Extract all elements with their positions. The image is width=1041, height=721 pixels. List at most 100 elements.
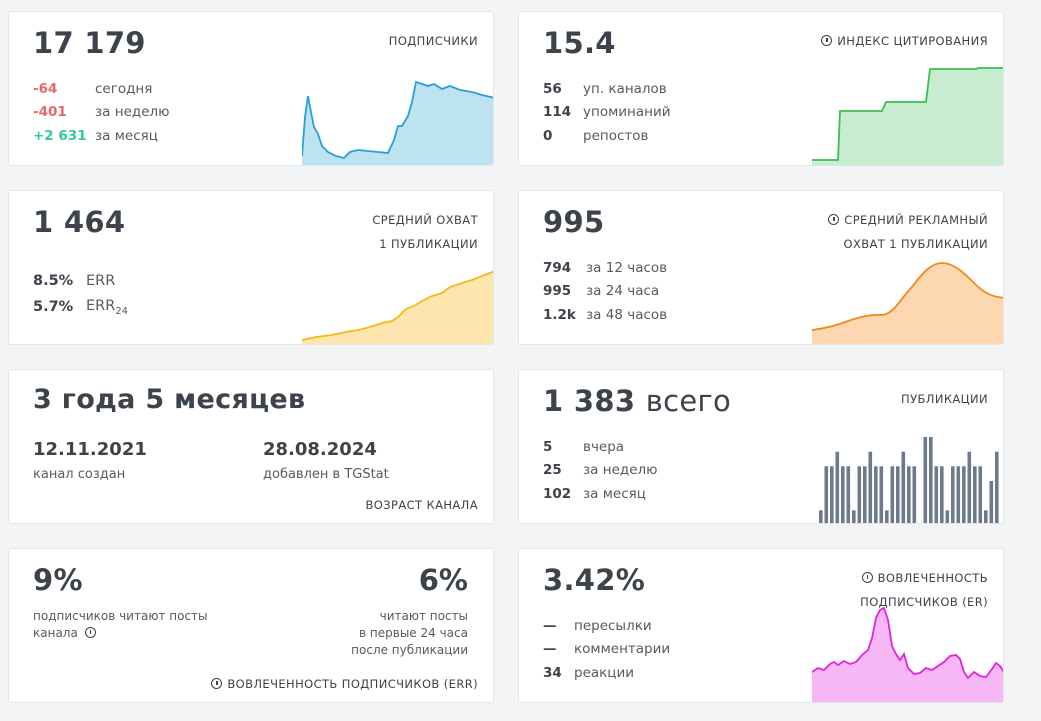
posts-bar[interactable] <box>874 466 878 524</box>
posts-total: 1 383 всего <box>543 384 731 418</box>
ad-reach-value: 995 <box>543 205 605 239</box>
err-left-text: подписчиков читают посты канала <box>33 609 208 640</box>
er-stats: — пересылки — комментарии 34 реакции <box>543 614 670 685</box>
added-date-block: 28.08.2024 добавлен в TGStat <box>263 439 389 482</box>
info-icon[interactable] <box>828 214 840 225</box>
posts-chart[interactable] <box>819 430 1003 524</box>
info-icon[interactable] <box>821 35 833 46</box>
subscribers-chart[interactable] <box>302 72 493 165</box>
stat-mentions: 114 упоминаний <box>543 101 671 125</box>
subscribers-stats: -64 сегодня -401 за неделю +2 631 за месяц <box>33 77 170 148</box>
channel-age-card[interactable]: 3 года 5 месяцев 12.11.2021 канал создан… <box>8 369 494 524</box>
posts-bar[interactable] <box>846 466 851 524</box>
ad-reach-line <box>812 262 1003 331</box>
stat-label: комментарии <box>574 641 671 658</box>
stat-value: 25 <box>543 462 562 479</box>
posts-bar[interactable] <box>907 466 911 524</box>
ad-reach-card[interactable]: 995 СРЕДНИЙ РЕКЛАМНЫЙ ОХВАТ 1 ПУБЛИКАЦИИ … <box>518 190 1004 345</box>
info-icon[interactable] <box>84 627 96 638</box>
info-icon[interactable] <box>861 572 873 583</box>
citation-title: ИНДЕКС ЦИТИРОВАНИЯ <box>821 29 988 53</box>
posts-bar[interactable] <box>885 510 889 524</box>
stat-label: репостов <box>583 127 649 144</box>
stat-comments: — комментарии <box>543 638 670 662</box>
er-card[interactable]: 3.42% ВОВЛЕЧЕННОСТЬ ПОДПИСЧИКОВ (ER) — пер… <box>518 548 1004 703</box>
stat-week: -401 за неделю <box>33 101 170 125</box>
posts-bar[interactable] <box>995 451 999 524</box>
er-chart[interactable] <box>812 604 1003 702</box>
stat-value: -64 <box>33 80 58 97</box>
posts-bar[interactable] <box>923 437 928 524</box>
stat-label: за 24 часа <box>586 283 660 300</box>
er-line <box>812 606 1003 680</box>
er-value: 3.42% <box>543 563 646 597</box>
subscribers-card[interactable]: 17 179 ПОДПИСЧИКИ -64 сегодня -401 за неде… <box>8 11 494 166</box>
stat-yesterday: 5 вчера <box>543 435 658 459</box>
posts-bar[interactable] <box>973 466 977 524</box>
posts-bar[interactable] <box>978 466 983 524</box>
posts-bar[interactable] <box>863 466 867 524</box>
citation-card[interactable]: 15.4 ИНДЕКС ЦИТИРОВАНИЯ 56 уп. каналов 11… <box>518 11 1004 166</box>
stat-reposts: 0 репостов <box>543 124 671 148</box>
stat-label: за месяц <box>583 485 646 502</box>
stat-week: 25 за неделю <box>543 459 658 483</box>
stat-today: -64 сегодня <box>33 77 170 101</box>
stat-forwards: — пересылки <box>543 614 670 638</box>
reach-value: 1 464 <box>33 205 126 239</box>
stat-value: 1.2k <box>543 306 576 323</box>
citation-chart[interactable] <box>812 62 1003 165</box>
stat-label: пересылки <box>574 617 652 634</box>
posts-bar[interactable] <box>929 437 933 524</box>
stat-value: 56 <box>543 80 562 97</box>
posts-bar[interactable] <box>835 451 840 524</box>
posts-title: ПУБЛИКАЦИИ <box>901 392 988 406</box>
added-label: добавлен в TGStat <box>263 467 389 482</box>
channel-age-title: ВОЗРАСТ КАНАЛА <box>365 498 478 512</box>
reach-title: СРЕДНИЙ ОХВАТ 1 ПУБЛИКАЦИИ <box>372 213 478 251</box>
stat-err: 8.5% ERR <box>33 268 128 294</box>
posts-bar[interactable] <box>896 466 900 524</box>
reach-card[interactable]: 1 464 СРЕДНИЙ ОХВАТ 1 ПУБЛИКАЦИИ 8.5% ERR … <box>8 190 494 345</box>
posts-bar[interactable] <box>989 481 994 524</box>
posts-bar[interactable] <box>912 466 917 524</box>
stat-label: за месяц <box>95 127 158 144</box>
stat-12h: 794 за 12 часов <box>543 256 667 280</box>
posts-bar[interactable] <box>984 510 988 524</box>
posts-bar[interactable] <box>830 466 834 524</box>
posts-bar[interactable] <box>890 466 895 524</box>
posts-bar[interactable] <box>951 466 955 524</box>
posts-bar[interactable] <box>841 466 845 524</box>
posts-bar[interactable] <box>857 466 862 524</box>
stat-label: сегодня <box>95 80 153 97</box>
posts-bar[interactable] <box>934 466 939 524</box>
added-date: 28.08.2024 <box>263 439 377 460</box>
posts-card[interactable]: 1 383 всего ПУБЛИКАЦИИ 5 вчера 25 за недел… <box>518 369 1004 524</box>
stat-value: 995 <box>543 283 572 300</box>
subscribers-area <box>302 82 493 165</box>
posts-bar[interactable] <box>868 451 873 524</box>
posts-bar[interactable] <box>962 466 966 524</box>
posts-bar[interactable] <box>819 510 823 524</box>
subscribers-title: ПОДПИСЧИКИ <box>388 34 478 48</box>
stat-value: 5 <box>543 438 553 455</box>
ad-reach-chart[interactable] <box>812 251 1003 344</box>
reach-area <box>302 271 493 344</box>
posts-bar[interactable] <box>852 510 856 524</box>
stat-value: — <box>543 641 557 658</box>
posts-bar[interactable] <box>967 451 972 524</box>
err-right-value: 6% <box>418 563 468 597</box>
stat-label: ERR <box>86 273 116 289</box>
posts-bar[interactable] <box>956 466 961 524</box>
stat-err24: 5.7% ERR24 <box>33 294 128 320</box>
info-icon[interactable] <box>211 678 223 689</box>
posts-bar[interactable] <box>901 451 906 524</box>
reach-chart[interactable] <box>302 261 493 344</box>
posts-bar[interactable] <box>945 510 950 524</box>
created-date: 12.11.2021 <box>33 439 147 460</box>
posts-bar[interactable] <box>940 466 944 524</box>
err-card[interactable]: 9% подписчиков читают посты канала 6% чи… <box>8 548 494 703</box>
posts-suffix: всего <box>645 384 732 418</box>
posts-bar[interactable] <box>824 466 829 524</box>
stat-value: 5.7% <box>33 299 74 315</box>
posts-bar[interactable] <box>879 466 884 524</box>
